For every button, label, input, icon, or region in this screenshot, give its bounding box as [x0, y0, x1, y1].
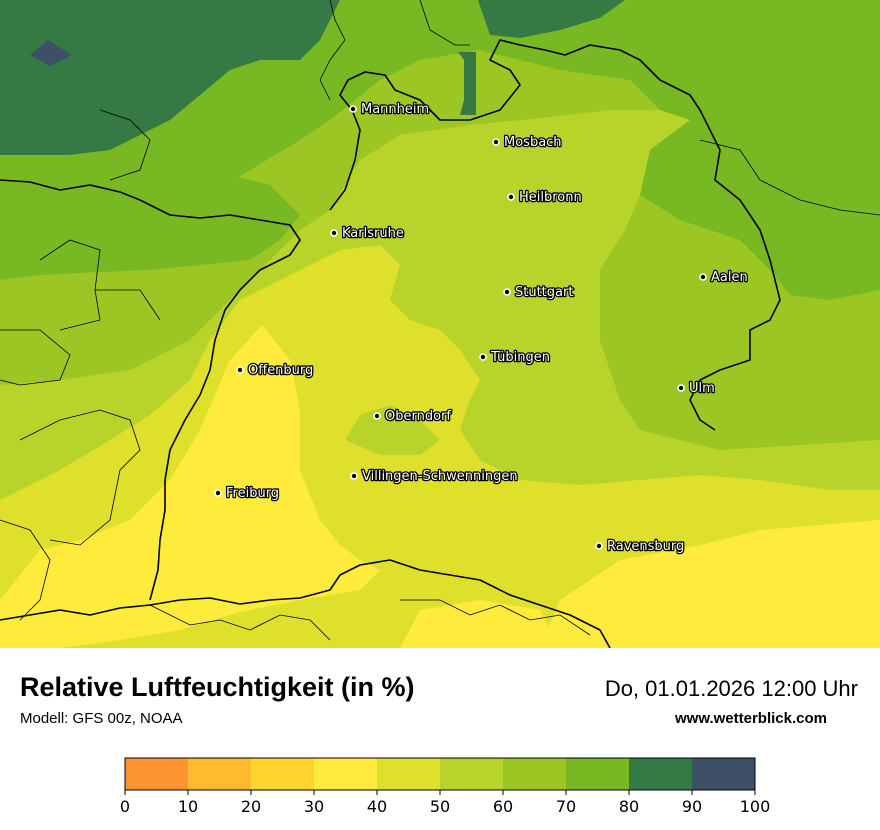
city-marker: Oberndorf	[373, 408, 453, 425]
legend-swatch	[629, 758, 692, 790]
city-dot	[595, 542, 603, 550]
city-dot	[330, 229, 338, 237]
legend-tick-label: 10	[178, 797, 198, 816]
band-30-40-se	[540, 520, 880, 648]
website-link[interactable]: www.wetterblick.com	[675, 710, 827, 727]
band-80-90-nw	[0, 0, 340, 155]
city-marker: Heilbronn	[507, 189, 583, 206]
legend-swatch	[188, 758, 251, 790]
city-label: Mosbach	[504, 135, 562, 150]
city-dot	[479, 353, 487, 361]
legend-swatch	[125, 758, 188, 790]
legend-tick-label: 50	[430, 797, 450, 816]
city-label: Mannheim	[361, 102, 429, 117]
city-marker: Karlsruhe	[330, 225, 405, 242]
humidity-map: Mannheim Mosbach Heilbronn Karlsruhe Stuttga…	[0, 0, 880, 648]
city-label: Villingen-Schwenningen	[362, 469, 518, 484]
city-dot	[214, 489, 222, 497]
country-borders	[0, 39, 781, 648]
legend-swatch	[566, 758, 629, 790]
legend-tick-label: 30	[304, 797, 324, 816]
legend-swatch	[377, 758, 440, 790]
legend-tick-label: 80	[619, 797, 639, 816]
legend-swatch	[251, 758, 314, 790]
city-dot	[503, 288, 511, 296]
city-marker: Ulm	[677, 380, 716, 397]
city-dot	[507, 193, 515, 201]
band-30-40	[0, 325, 380, 648]
city-dot	[350, 472, 358, 480]
band-70-80-west	[0, 150, 300, 280]
legend-tick-label: 0	[120, 797, 130, 816]
legend-tick-label: 70	[556, 797, 576, 816]
city-marker: Villingen-Schwenningen	[350, 468, 519, 485]
legend-swatch	[692, 758, 755, 790]
city-label: Oberndorf	[385, 409, 451, 424]
legend-swatch	[440, 758, 503, 790]
city-label: Aalen	[711, 270, 748, 285]
city-label: Heilbronn	[519, 190, 582, 205]
color-legend: 0 10 20 30 40 50 60 70 80 90 100	[120, 757, 770, 816]
band-90-100	[30, 40, 72, 66]
model-info: Modell: GFS 00z, NOAA	[20, 710, 183, 727]
legend-bars	[124, 757, 756, 791]
city-marker: Ravensburg	[595, 538, 686, 555]
city-label: Offenburg	[248, 363, 313, 378]
legend-swatch	[503, 758, 566, 790]
city-marker: Aalen	[699, 269, 749, 286]
legend-tick-label: 100	[740, 797, 770, 816]
city-marker: Offenburg	[236, 362, 315, 379]
city-marker: Mosbach	[492, 134, 563, 151]
city-label: Freiburg	[226, 486, 279, 501]
band-80-90-strip	[458, 52, 476, 115]
city-label: Ulm	[689, 381, 715, 396]
region-borders	[0, 0, 880, 641]
band-30-40-south	[400, 600, 560, 648]
city-label: Ravensburg	[607, 539, 684, 554]
city-dot	[236, 366, 244, 374]
city-marker: Mannheim	[349, 101, 430, 118]
legend-tick-label: 20	[241, 797, 261, 816]
legend-swatch	[314, 758, 377, 790]
city-dot	[699, 273, 707, 281]
city-dot	[677, 384, 685, 392]
city-dot	[492, 138, 500, 146]
legend-tick-label: 60	[493, 797, 513, 816]
band-50-60-dip	[345, 405, 440, 455]
city-marker: Stuttgart	[503, 284, 575, 301]
city-marker: Tübingen	[479, 349, 551, 366]
city-dot	[373, 412, 381, 420]
map-title: Relative Luftfeuchtigkeit (in %)	[20, 672, 415, 702]
city-dot	[349, 105, 357, 113]
legend-tick-label: 40	[367, 797, 387, 816]
forecast-datetime: Do, 01.01.2026 12:00 Uhr	[604, 676, 858, 701]
band-80-90-ne	[478, 0, 625, 38]
legend-ticks: 0 10 20 30 40 50 60 70 80 90 100	[120, 790, 770, 816]
legend-tick-label: 90	[682, 797, 702, 816]
city-label: Karlsruhe	[342, 226, 404, 241]
cities-layer: Mannheim Mosbach Heilbronn Karlsruhe Stuttga…	[214, 101, 749, 555]
city-marker: Freiburg	[214, 485, 280, 502]
city-label: Stuttgart	[515, 285, 573, 300]
city-label: Tübingen	[490, 350, 550, 365]
